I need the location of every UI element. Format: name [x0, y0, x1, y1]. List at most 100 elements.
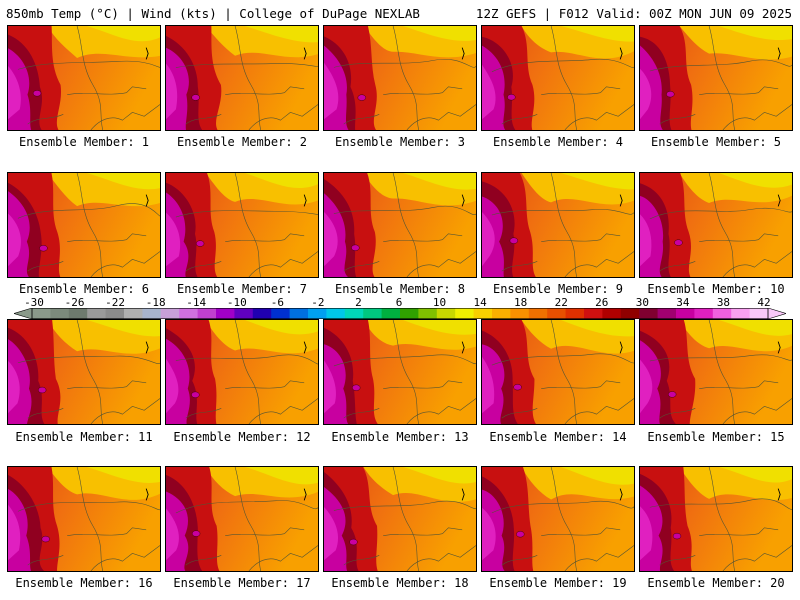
colorbar-outline — [31, 308, 769, 319]
ensemble-member-label: Ensemble Member: 2 — [176, 135, 308, 149]
colorbar-swatch — [326, 308, 346, 319]
colorbar-swatch — [492, 308, 511, 319]
colorbar-tick-label: 34 — [676, 296, 690, 309]
colorbar-tick-label: -14 — [186, 296, 207, 309]
colorbar-tick-label: 14 — [473, 296, 487, 309]
colorbar-tick-label: 38 — [716, 296, 731, 309]
temperature-map — [324, 173, 476, 277]
ensemble-member-label: Ensemble Member: 15 — [647, 430, 785, 444]
ensemble-map-panel — [481, 319, 635, 425]
colorbar-swatch — [528, 308, 548, 319]
temperature-map — [640, 320, 792, 424]
temperature-map — [166, 173, 318, 277]
colorbar-swatch — [160, 308, 180, 319]
colorbar-max-arrow — [767, 308, 786, 319]
colorbar-swatch — [455, 308, 474, 319]
temperature-map — [166, 26, 318, 130]
temperature-map — [482, 173, 634, 277]
colorbar-swatch — [620, 308, 640, 319]
colorbar-tick-label: 18 — [514, 296, 528, 309]
colorbar-tick-label: -18 — [145, 296, 166, 309]
ensemble-member-label: Ensemble Member: 14 — [489, 430, 627, 444]
ensemble-member-label: Ensemble Member: 20 — [647, 576, 785, 590]
colorbar-swatch — [473, 308, 493, 319]
temperature-map — [8, 467, 160, 571]
colorbar-swatch — [216, 308, 235, 319]
map-title: 850mb Temp (°C) | Wind (kts) | College o… — [6, 6, 420, 21]
colorbar-swatch — [510, 308, 530, 319]
colorbar-swatch — [694, 308, 714, 319]
colorbar-swatch — [381, 308, 401, 319]
colorbar-swatch — [565, 308, 585, 319]
colorbar-tick-label: -6 — [270, 296, 284, 309]
ensemble-member-label: Ensemble Member: 19 — [489, 576, 627, 590]
colorbar-swatch — [87, 308, 106, 319]
temperature-map — [324, 320, 476, 424]
colorbar-tick-label: -26 — [64, 296, 85, 309]
ensemble-map-panel — [323, 25, 477, 131]
ensemble-map-panel — [639, 319, 793, 425]
colorbar-swatch — [234, 308, 254, 319]
ensemble-map-panel — [639, 172, 793, 278]
colorbar-min-arrow — [14, 308, 33, 319]
ensemble-map-panel — [7, 466, 161, 572]
temperature-map — [324, 467, 476, 571]
ensemble-map-panel — [481, 466, 635, 572]
ensemble-map-panel — [639, 25, 793, 131]
ensemble-member-label: Ensemble Member: 6 — [18, 282, 150, 296]
colorbar-tick-label: -22 — [105, 296, 126, 309]
ensemble-member-label: Ensemble Member: 8 — [334, 282, 466, 296]
colorbar-swatch — [418, 308, 438, 319]
ensemble-member-label: Ensemble Member: 1 — [18, 135, 150, 149]
temperature-map — [324, 26, 476, 130]
ensemble-member-label: Ensemble Member: 5 — [650, 135, 782, 149]
colorbar-tick-label: 30 — [635, 296, 649, 309]
ensemble-member-label: Ensemble Member: 4 — [492, 135, 624, 149]
ensemble-member-label: Ensemble Member: 3 — [334, 135, 466, 149]
temperature-map — [640, 26, 792, 130]
colorbar-swatch — [197, 308, 217, 319]
colorbar-swatch — [584, 308, 603, 319]
colorbar-swatch — [289, 308, 309, 319]
ensemble-member-label: Ensemble Member: 11 — [15, 430, 153, 444]
ensemble-member-label: Ensemble Member: 18 — [331, 576, 469, 590]
ensemble-map-panel — [165, 25, 319, 131]
colorbar-swatch — [32, 308, 51, 319]
ensemble-member-label: Ensemble Member: 12 — [173, 430, 311, 444]
temperature-map — [8, 320, 160, 424]
colorbar-swatch — [602, 308, 622, 319]
colorbar-swatch — [142, 308, 162, 319]
ensemble-map-panel — [323, 466, 477, 572]
colorbar-swatch — [179, 308, 198, 319]
ensemble-map-panel — [165, 172, 319, 278]
colorbar-swatch — [731, 308, 750, 319]
ensemble-member-label: Ensemble Member: 7 — [176, 282, 308, 296]
colorbar-swatch — [749, 308, 769, 319]
colorbar-swatch — [50, 308, 70, 319]
temperature-map — [640, 467, 792, 571]
colorbar-tick-label: 26 — [595, 296, 609, 309]
colorbar-tick-label: -10 — [226, 296, 247, 309]
colorbar-tick-label: 42 — [757, 296, 771, 309]
temperature-map — [8, 173, 160, 277]
colorbar-swatch — [271, 308, 290, 319]
ensemble-map-panel — [481, 25, 635, 131]
colorbar-swatch — [400, 308, 419, 319]
colorbar-swatch — [105, 308, 125, 319]
ensemble-map-panel — [639, 466, 793, 572]
temperature-map — [482, 320, 634, 424]
colorbar-swatch — [657, 308, 677, 319]
colorbar-swatch — [344, 308, 364, 319]
ensemble-map-panel — [323, 172, 477, 278]
temperature-map — [482, 467, 634, 571]
ensemble-map-panel — [165, 319, 319, 425]
colorbar-swatch — [363, 308, 382, 319]
ensemble-member-label: Ensemble Member: 17 — [173, 576, 311, 590]
ensemble-member-label: Ensemble Member: 9 — [492, 282, 624, 296]
colorbar-tick-label: 6 — [395, 296, 403, 309]
colorbar-swatch — [436, 308, 456, 319]
ensemble-map-panel — [7, 319, 161, 425]
colorbar-tick-label: -30 — [24, 296, 44, 309]
colorbar-swatch — [252, 308, 272, 319]
colorbar-swatch — [712, 308, 732, 319]
